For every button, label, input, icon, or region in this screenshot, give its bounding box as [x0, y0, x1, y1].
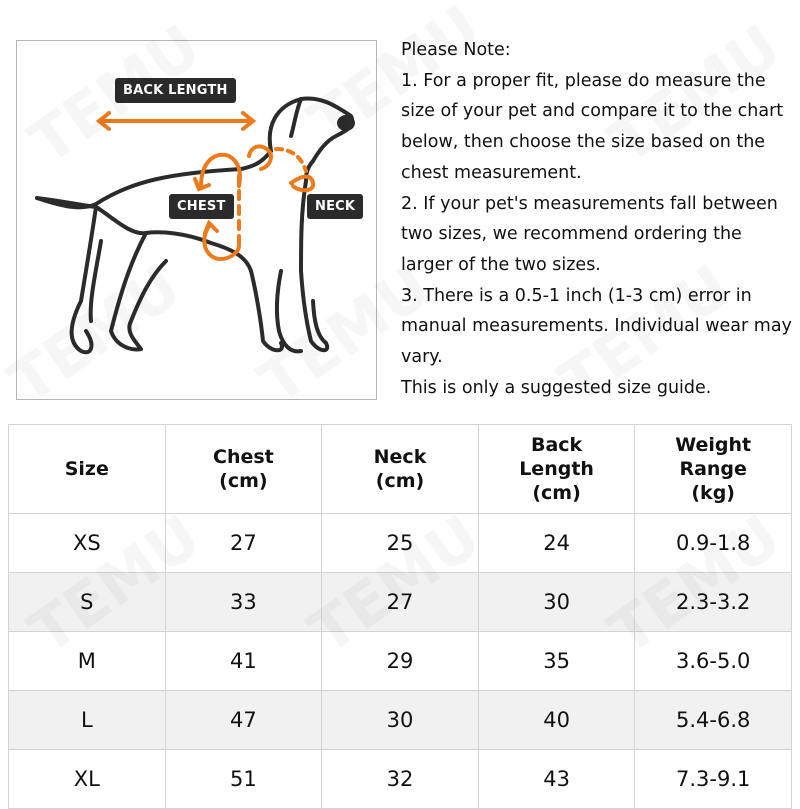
back-length-label: BACK LENGTH — [115, 78, 236, 103]
cell-neck: 30 — [321, 690, 479, 750]
table-header-row: Size Chest (cm) Neck (cm) Back Length (cm) W… — [8, 424, 792, 514]
chest-label: CHEST — [169, 194, 234, 219]
cell-back-length: 30 — [477, 572, 636, 632]
cell-back-length: 40 — [477, 690, 636, 750]
cell-size: XS — [8, 513, 166, 573]
table-row: S 33 27 30 2.3-3.2 — [8, 572, 792, 632]
cell-back-length: 43 — [477, 749, 636, 809]
cell-chest: 27 — [164, 513, 323, 573]
cell-size: L — [8, 690, 166, 750]
cell-neck: 25 — [321, 513, 479, 573]
note-title: Please Note: — [401, 40, 511, 60]
dog-outline-illustration — [35, 96, 355, 355]
cell-neck: 32 — [321, 749, 479, 809]
cell-weight-range: 2.3-3.2 — [634, 572, 792, 632]
header-weight-range: Weight Range (kg) — [634, 424, 792, 514]
table-row: XS 27 25 24 0.9-1.8 — [8, 513, 792, 573]
size-chart-table: Size Chest (cm) Neck (cm) Back Length (cm) W… — [8, 424, 792, 809]
cell-neck: 29 — [321, 631, 479, 691]
neck-label: NECK — [307, 194, 364, 219]
size-note: Please Note: 1. For a proper fit, please… — [401, 35, 796, 403]
cell-chest: 41 — [164, 631, 323, 691]
table-row: XL 51 32 43 7.3-9.1 — [8, 749, 792, 809]
header-back-length: Back Length (cm) — [477, 424, 636, 514]
table-row: L 47 30 40 5.4-6.8 — [8, 690, 792, 750]
cell-size: M — [8, 631, 166, 691]
cell-chest: 51 — [164, 749, 323, 809]
cell-neck: 27 — [321, 572, 479, 632]
cell-weight-range: 0.9-1.8 — [634, 513, 792, 573]
header-chest: Chest (cm) — [164, 424, 323, 514]
note-item: This is only a suggested size guide. — [401, 377, 712, 398]
cell-weight-range: 7.3-9.1 — [634, 749, 792, 809]
dog-measurement-diagram: BACK LENGTH CHEST NECK — [16, 40, 377, 400]
cell-chest: 47 — [164, 690, 323, 750]
cell-chest: 33 — [164, 572, 323, 632]
cell-weight-range: 3.6-5.0 — [634, 631, 792, 691]
header-neck: Neck (cm) — [321, 424, 479, 514]
cell-back-length: 24 — [477, 513, 636, 573]
cell-size: XL — [8, 749, 166, 809]
table-row: M 41 29 35 3.6-5.0 — [8, 631, 792, 691]
note-item: 2. If your pet's measurements fall betwe… — [401, 193, 778, 275]
header-size: Size — [8, 424, 166, 514]
note-item: 3. There is a 0.5-1 inch (1-3 cm) error … — [401, 285, 792, 368]
cell-size: S — [8, 572, 166, 632]
cell-weight-range: 5.4-6.8 — [634, 690, 792, 750]
cell-back-length: 35 — [477, 631, 636, 691]
note-item: 1. For a proper fit, please do measure t… — [401, 70, 784, 183]
